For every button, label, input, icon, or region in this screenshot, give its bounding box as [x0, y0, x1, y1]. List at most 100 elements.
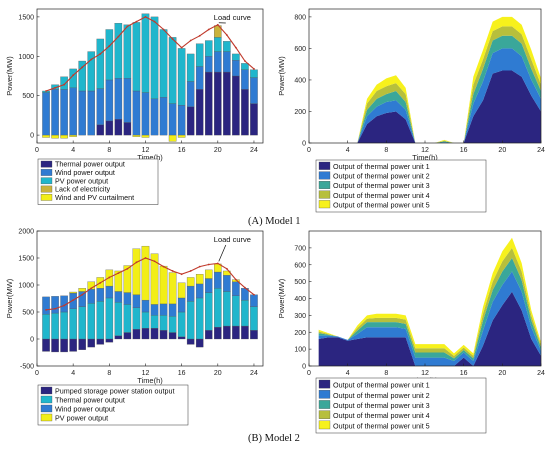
area-A-right-unit3: [318, 35, 541, 143]
caption-model-2: (B) Model 2: [248, 433, 300, 444]
area-A-right-unit1: [318, 70, 541, 143]
bar-A-left-s3-h23: [241, 63, 249, 70]
load-point-B-left-h10: [126, 267, 129, 270]
x-tick-label-A-right-12: 12: [421, 147, 429, 154]
bar-B-left-s4-h5: [78, 288, 86, 292]
y-tick-label-B-right-200: 200: [294, 330, 306, 337]
legend-swatch-A-left-2: [40, 169, 53, 176]
legend-box-B-right: [315, 377, 487, 434]
legend-label-B-left-3: Wind power output: [55, 404, 115, 413]
x-tick-label-B-left-24: 24: [250, 370, 258, 377]
y-tick-label-B-right-300: 300: [294, 313, 306, 320]
legend-swatch-A-left-1: [40, 160, 53, 168]
bar-A-left-s2-h20: [214, 51, 222, 73]
bar-B-left-s2-h9: [114, 302, 123, 336]
legend-swatch-B-left-3: [40, 404, 53, 413]
y-tick-label-A-left-1500: 1500: [18, 14, 34, 21]
bar-A-left-s1-h21: [223, 71, 231, 136]
bar-A-left-s2-h18: [195, 66, 204, 90]
bar-B-left-s4-h4: [69, 291, 77, 294]
x-tick-label-B-left-12: 12: [142, 370, 150, 377]
bar-B-left-s1-h5: [78, 338, 86, 350]
load-point-B-left-h2: [54, 307, 56, 310]
bar-B-left-s2-h12: [141, 311, 150, 329]
bar-A-left-s3-h13: [150, 16, 159, 100]
bar-A-left-s1-h19: [204, 71, 213, 136]
bar-B-left-s2-h2: [51, 312, 59, 340]
x-tick-label-A-left-8: 8: [107, 147, 111, 154]
legend-swatch-B-left-4: [40, 413, 53, 422]
load-point-A-left-h12: [144, 15, 147, 18]
legend-label-A-right-5: Output of thermal power unit 5: [333, 200, 430, 209]
load-point-B-left-h14: [162, 265, 165, 268]
x-tick-label-A-left-20: 20: [214, 147, 222, 154]
bar-B-left-s1-h12: [141, 328, 150, 340]
bar-B-left-s1-h6: [87, 338, 96, 348]
bar-A-left-s3-h10: [123, 24, 132, 79]
bar-B-left-s2-h6: [87, 303, 96, 340]
legend-label-A-left-3: PV power output: [55, 176, 108, 185]
x-tick-label-A-left-12: 12: [142, 147, 150, 154]
load-point-B-left-h1: [45, 308, 47, 311]
y-tick-label-A-left-500: 500: [22, 93, 34, 100]
load-point-B-left-h16: [180, 273, 183, 276]
y-tick-label-B-left-500: 500: [22, 310, 34, 317]
bar-B-left-s3-h19: [204, 278, 213, 293]
bar-A-left-s3-h16: [177, 48, 186, 106]
load-point-B-left-h19: [207, 263, 210, 266]
bar-A-left-s5-h2: [51, 134, 59, 139]
legend-label-A-left-2: Wind power output: [55, 168, 115, 177]
bar-A-left-s2-h19: [204, 56, 213, 73]
legend-label-A-right-4: Output of thermal power unit 4: [333, 191, 430, 200]
legend-swatch-A-right-4: [318, 190, 331, 199]
bar-A-left-s3-h22: [232, 53, 240, 61]
bar-B-left-s3-h8: [105, 285, 114, 299]
load-point-B-left-h24: [253, 293, 255, 296]
load-point-A-left-h3: [63, 83, 66, 86]
bar-B-left-s2-h1: [42, 314, 50, 340]
x-tick-label-A-left-16: 16: [178, 147, 186, 154]
bar-B-left-s1-h22: [232, 325, 240, 340]
bar-A-left-s5-h12: [141, 134, 150, 138]
annotation-load-curve-B-left: Load curve: [214, 235, 251, 244]
bar-B-left-s3-h9: [114, 291, 123, 303]
load-point-A-left-h4: [72, 74, 75, 77]
load-point-A-left-h13: [153, 20, 156, 23]
y-tick-label-B-left-1000: 1000: [18, 283, 34, 290]
legend-label-B-right-1: Output of thermal power unit 1: [333, 381, 430, 390]
load-point-A-left-h19: [207, 28, 210, 31]
bar-B-left-s1-h3: [60, 338, 68, 353]
x-tick-label-B-right-4: 4: [346, 370, 350, 377]
load-point-B-left-h18: [198, 265, 201, 268]
bar-B-left-s1-h9: [114, 335, 123, 340]
load-point-A-left-h2: [54, 86, 56, 89]
bar-A-left-s2-h4: [69, 87, 77, 136]
legend-swatch-B-right-4: [318, 410, 331, 419]
x-tick-label-A-right-0: 0: [307, 147, 311, 154]
bar-B-left-s2-h13: [150, 315, 159, 329]
legend-label-A-left-4: Lack of electricity: [55, 185, 111, 194]
caption-model-1: (A) Model 1: [248, 216, 301, 227]
bar-B-left-s1-h20: [214, 326, 222, 340]
bar-A-left-s2-h2: [51, 89, 59, 136]
bar-A-left-s3-h6: [87, 51, 96, 92]
bar-B-left-s2-h22: [232, 295, 240, 327]
bar-B-left-s1-h14: [159, 330, 168, 340]
y-tick-label-B-left-2000: 2000: [18, 229, 34, 236]
bar-B-left-s2-h4: [69, 308, 77, 340]
bar-B-left-s2-h7: [96, 301, 105, 340]
bar-B-left-s4-h13: [150, 253, 159, 305]
bar-B-left-s4-h12: [141, 245, 150, 301]
legend-label-A-right-2: Output of thermal power unit 2: [333, 172, 430, 181]
load-point-A-left-h14: [162, 28, 165, 31]
legend-swatch-A-right-3: [318, 181, 331, 189]
x-tick-label-A-left-24: 24: [250, 147, 258, 154]
legend-box-A-left: [37, 158, 159, 205]
bar-A-left-s1-h24: [250, 103, 258, 136]
bar-B-left-s2-h18: [195, 297, 204, 340]
y-tick-label-B-right-500: 500: [294, 279, 306, 286]
bar-A-left-s1-h8: [105, 120, 114, 136]
bar-B-left-s3-h22: [232, 281, 240, 296]
x-tick-label-B-right-20: 20: [498, 370, 506, 377]
bar-B-left-s2-h15: [168, 316, 177, 333]
